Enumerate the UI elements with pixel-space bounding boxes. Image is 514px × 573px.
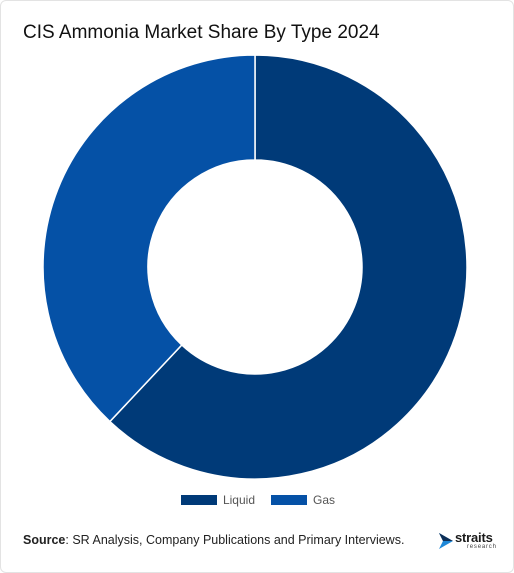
straits-research-logo: straits research [439,530,499,552]
legend-swatch-liquid [180,495,217,505]
logo-word: straits [455,530,493,545]
legend-swatch-gas [271,495,307,505]
source-text: : SR Analysis, Company Publications and … [65,533,405,547]
donut-slice-gas [42,54,256,423]
source-label: Source [23,533,66,547]
legend-item-gas: Gas [271,493,335,507]
chart-title: CIS Ammonia Market Share By Type 2024 [23,22,380,43]
logo-subword: research [467,544,497,550]
donut-chart [42,54,468,480]
donut-slice-liquid [108,54,468,480]
straits-logo-arrow-icon [439,533,453,549]
legend-label-gas: Gas [313,493,336,507]
legend-item-liquid: Liquid [180,493,255,507]
legend-label-liquid: Liquid [222,493,255,507]
chart-legend: Liquid Gas [1,493,513,507]
source-note: Source: SR Analysis, Company Publication… [23,533,404,547]
